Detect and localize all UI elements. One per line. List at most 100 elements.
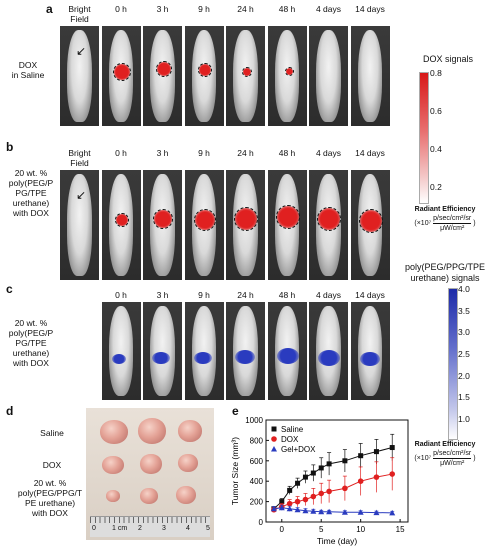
data-point — [310, 508, 317, 514]
colorbar-tick-label: 3.0 — [458, 327, 470, 338]
ruler-label-2: 2 — [138, 525, 142, 532]
time-label: 48 h — [278, 290, 296, 300]
mouse-image — [184, 302, 224, 400]
time-label: 3 h — [156, 290, 169, 300]
panel-label-e: e — [232, 404, 239, 418]
time-label: 14 days — [355, 148, 385, 158]
colorbar-red — [419, 72, 429, 204]
time-label: 3 h — [156, 4, 169, 14]
data-point — [357, 478, 364, 484]
mouse-image — [184, 26, 224, 126]
data-point — [373, 449, 379, 455]
ruler-label-1cm: 1 cm — [112, 525, 128, 532]
legend-label: Gel+DOX — [281, 445, 316, 454]
time-label: 4 days — [315, 290, 342, 300]
mouse-image — [267, 26, 307, 126]
mouse-body — [150, 305, 175, 397]
tumor-gel-2 — [140, 488, 158, 504]
data-point — [318, 508, 325, 515]
legend-label: Saline — [281, 425, 304, 434]
mouse-image — [184, 170, 224, 280]
time-label: 3 h — [156, 148, 169, 158]
y-tick-label: 1000 — [245, 416, 263, 425]
colorbar-tick-label: 0.6 — [430, 106, 442, 116]
fluorescence-spot — [318, 350, 340, 366]
colorbar-red-unit-den: μW/cm² — [440, 225, 465, 232]
time-label: 0 h — [115, 290, 127, 300]
tumor-gel-3 — [176, 486, 196, 504]
fluorescence-spot — [193, 352, 212, 364]
data-point — [389, 509, 396, 516]
mouse-image — [226, 302, 265, 400]
mouse-image — [143, 302, 182, 400]
colorbar-red-title: DOX signals — [422, 54, 474, 64]
tumor-gel-1 — [106, 490, 120, 502]
time-label: 9 h — [198, 148, 210, 158]
tumor-size-chart: 0 5 10 15 0 200 400 600 800 1000 Time (day) Tumor S… — [230, 416, 409, 546]
data-point — [310, 493, 317, 500]
time-label: 48 h — [278, 4, 296, 14]
time-label: 0 h — [115, 148, 127, 158]
data-point — [287, 487, 293, 493]
data-point — [302, 496, 309, 503]
fluorescence-spot — [276, 348, 299, 364]
fluorescence-spot — [111, 354, 126, 364]
tumor-outline — [112, 63, 131, 81]
mouse-body — [357, 30, 383, 122]
mouse-image — [350, 302, 390, 400]
mouse-image — [101, 26, 141, 126]
ruler-label-3: 3 — [162, 525, 166, 532]
tumor-outline — [317, 207, 341, 231]
colorbar-red-unit-suffix: ) — [473, 220, 476, 227]
data-point — [341, 509, 348, 515]
photo-row-label-dox: DOX — [42, 460, 62, 470]
x-tick-label: 0 — [280, 525, 285, 534]
x-tick-label: 5 — [319, 525, 324, 534]
data-point — [302, 474, 308, 480]
mouse-image — [267, 170, 307, 280]
mouse-body — [67, 174, 92, 276]
mouse-image — [101, 302, 141, 400]
data-point — [389, 471, 396, 477]
ruler-label-5: 5 — [206, 525, 210, 532]
colorbar-tick-label: 2.5 — [458, 349, 470, 359]
time-label: 14 days — [355, 4, 385, 14]
mouse-image — [350, 26, 390, 126]
data-point — [270, 505, 277, 512]
data-point — [358, 453, 364, 459]
colorbar-red-unit: Radiant Efficiency (×10⁷ p/sec/cm²/sr μW… — [400, 205, 490, 233]
data-point — [373, 474, 380, 480]
mouse-image — [101, 170, 141, 280]
data-point — [295, 480, 301, 486]
colorbar-blue-unit-den: μW/cm² — [440, 460, 465, 467]
data-point — [294, 506, 301, 513]
data-point — [326, 488, 332, 495]
colorbar-blue-unit-title: Radiant Efficiency — [414, 441, 476, 448]
tumor-dox-3 — [178, 454, 198, 472]
fluorescence-spot — [152, 352, 170, 364]
tumor-saline-2 — [138, 418, 166, 444]
data-point — [389, 445, 395, 451]
panel-label-d: d — [6, 404, 14, 418]
tumor-dox-1 — [102, 456, 124, 474]
data-point — [318, 490, 325, 497]
data-point — [278, 504, 285, 511]
data-point — [279, 499, 285, 505]
tumor-outline — [156, 61, 172, 77]
time-label: 4 days — [315, 4, 342, 14]
time-label: 24 h — [237, 290, 254, 300]
colorbar-blue-unit-suffix: ) — [473, 455, 476, 462]
tumor-outline — [358, 209, 383, 233]
data-point — [310, 470, 316, 476]
colorbar-blue-unit: Radiant Efficiency (×10⁷ p/sec/cm²/sr μW… — [400, 440, 490, 468]
y-tick-label: 200 — [250, 498, 264, 507]
row-label-gel-dox-c: 20 wt. % poly(PEG/P PG/TPE urethane) wit… — [8, 318, 54, 368]
mouse-body — [191, 305, 217, 397]
arrow-icon: ↙ — [76, 44, 87, 58]
legend-marker — [271, 436, 277, 442]
fluorescence-spot — [359, 352, 380, 366]
colorbar-blue — [448, 288, 458, 440]
tumor-outline — [234, 207, 258, 231]
colorbar-tick-label: 0.8 — [430, 68, 442, 78]
colorbar-red-unit-title: Radiant Efficiency — [414, 206, 476, 213]
